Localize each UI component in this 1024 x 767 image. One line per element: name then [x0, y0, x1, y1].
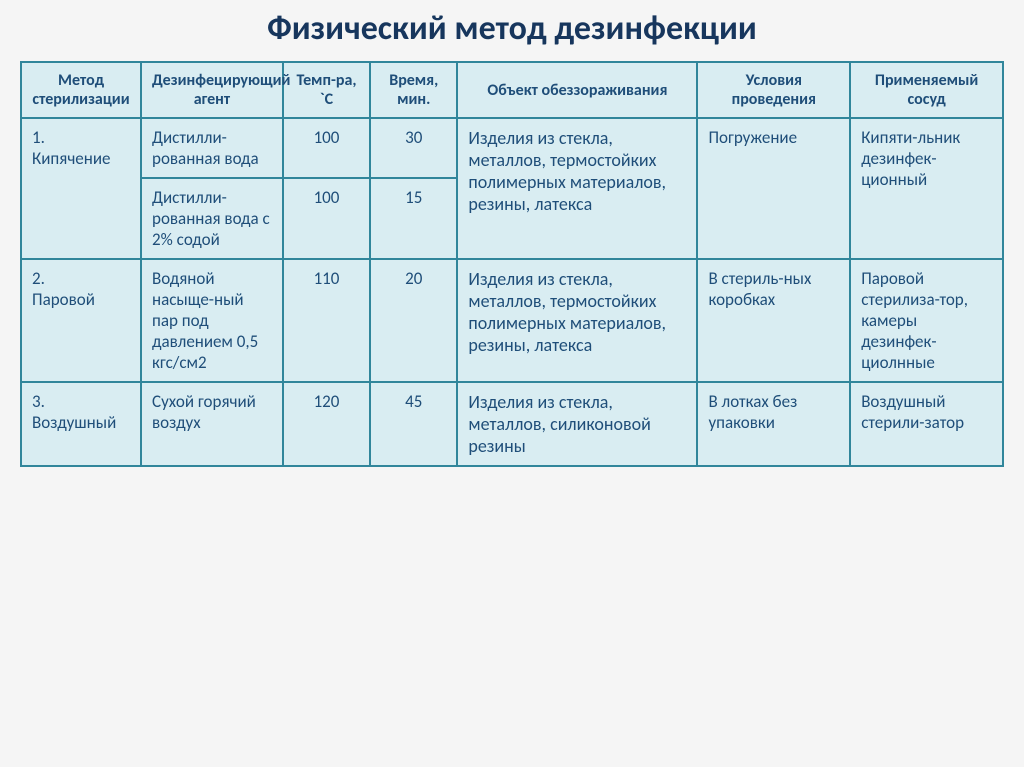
cell-agent: Сухой горячий воздух	[141, 382, 283, 466]
cell-agent: Водяной насыще-ный пар под давлением 0,5…	[141, 259, 283, 382]
col-header-vessel: Применяемый сосуд	[850, 62, 1003, 118]
table-row: 3.Воздушный Сухой горячий воздух 120 45 …	[21, 382, 1003, 466]
table-row: 2.Паровой Водяной насыще-ный пар под дав…	[21, 259, 1003, 382]
cell-method: 2.Паровой	[21, 259, 141, 382]
cell-time: 20	[370, 259, 457, 382]
cell-temp: 120	[283, 382, 370, 466]
page-title: Физический метод дезинфекции	[20, 8, 1004, 49]
cell-method: 1.Кипячение	[21, 118, 141, 259]
cell-temp: 100	[283, 118, 370, 178]
cell-method: 3.Воздушный	[21, 382, 141, 466]
col-header-method: Метод стерилизации	[21, 62, 141, 118]
cell-time: 45	[370, 382, 457, 466]
cell-vessel: Паровой стерилиза-тор,камеры дезинфек-ци…	[850, 259, 1003, 382]
cell-object: Изделия из стекла, металлов, термостойки…	[457, 118, 697, 259]
cell-vessel: Воздушный стерили-затор	[850, 382, 1003, 466]
col-header-temp: Темп-ра, `С	[283, 62, 370, 118]
cell-temp: 100	[283, 178, 370, 259]
cell-agent: Дистилли-рованная вода	[141, 118, 283, 178]
col-header-cond: Условия проведения	[697, 62, 850, 118]
cell-cond: В стериль-ных коробках	[697, 259, 850, 382]
cell-vessel: Кипяти-льник дезинфек-ционный	[850, 118, 1003, 259]
disinfection-table: Метод стерилизации Дезинфецирующий агент…	[20, 61, 1004, 467]
table-row: 1.Кипячение Дистилли-рованная вода 100 3…	[21, 118, 1003, 178]
table-header-row: Метод стерилизации Дезинфецирующий агент…	[21, 62, 1003, 118]
cell-object: Изделия из стекла, металлов, силиконовой…	[457, 382, 697, 466]
col-header-object: Объект обеззораживания	[457, 62, 697, 118]
cell-time: 15	[370, 178, 457, 259]
col-header-agent: Дезинфецирующий агент	[141, 62, 283, 118]
cell-temp: 110	[283, 259, 370, 382]
col-header-time: Время, мин.	[370, 62, 457, 118]
cell-object: Изделия из стекла, металлов, термостойки…	[457, 259, 697, 382]
cell-cond: В лотках без упаковки	[697, 382, 850, 466]
cell-time: 30	[370, 118, 457, 178]
cell-agent: Дистилли-рованная вода с 2% содой	[141, 178, 283, 259]
cell-cond: Погружение	[697, 118, 850, 259]
